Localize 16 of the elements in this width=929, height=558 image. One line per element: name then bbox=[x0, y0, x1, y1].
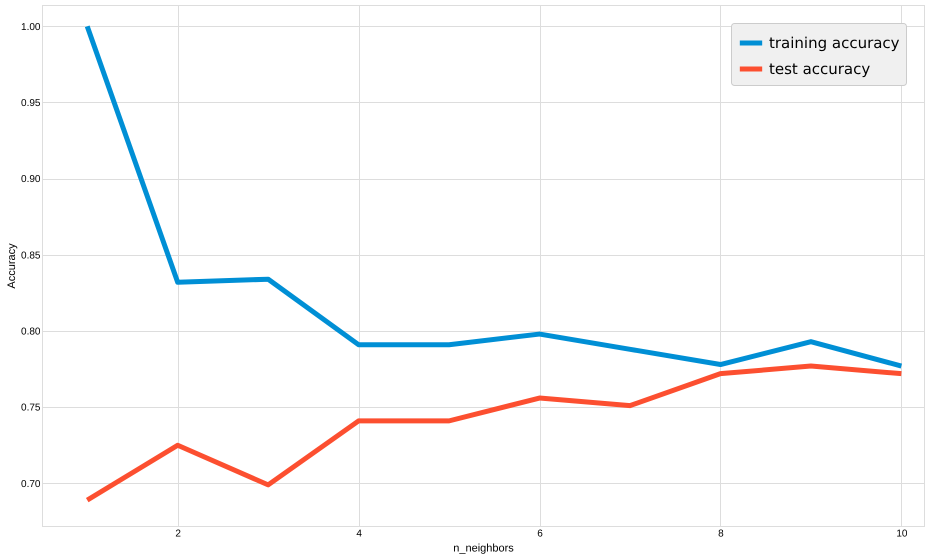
y-tick-label: 0.90 bbox=[21, 174, 41, 186]
y-tick-label: 1.00 bbox=[21, 22, 41, 33]
x-tick-label: 8 bbox=[718, 528, 724, 540]
x-tick-label: 10 bbox=[896, 528, 908, 540]
y-tick-label: 0.95 bbox=[21, 98, 41, 109]
legend-label: training accuracy bbox=[769, 34, 900, 52]
x-tick-label: 6 bbox=[537, 528, 544, 540]
y-axis-title: Accuracy bbox=[6, 242, 18, 289]
x-axis-title: n_neighbors bbox=[453, 542, 514, 554]
legend-label: test accuracy bbox=[769, 60, 870, 78]
x-tick-label: 4 bbox=[356, 528, 362, 540]
y-tick-label: 0.75 bbox=[21, 402, 41, 414]
x-tick-label: 2 bbox=[175, 528, 182, 540]
y-tick-label: 0.80 bbox=[21, 326, 41, 338]
y-tick-label: 0.70 bbox=[21, 478, 41, 490]
y-tick-label: 0.85 bbox=[21, 250, 41, 262]
